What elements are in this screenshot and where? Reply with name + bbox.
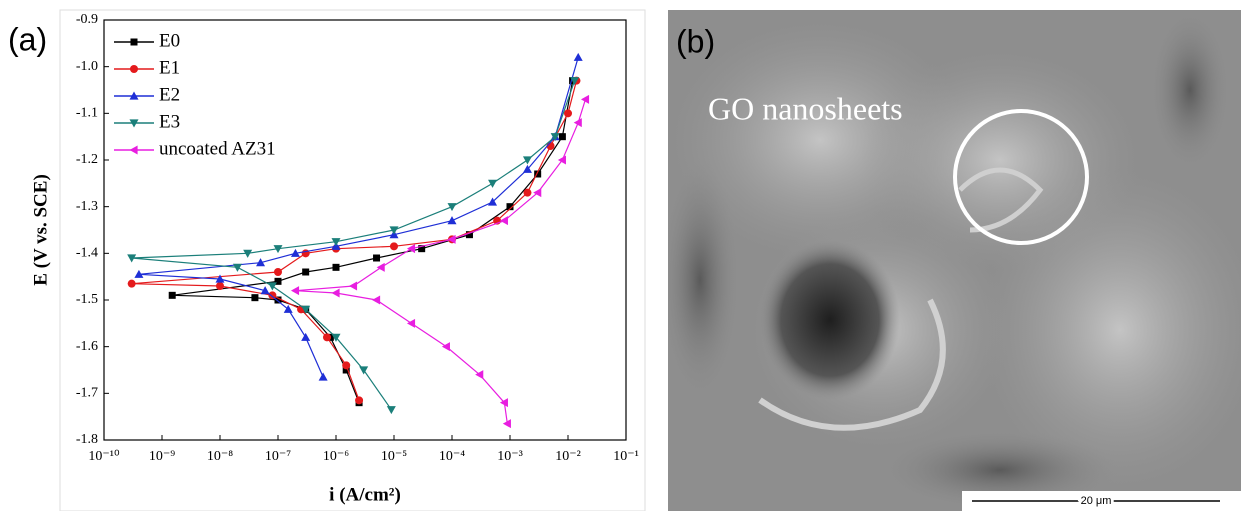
legend-marker (131, 39, 138, 46)
marker (323, 333, 331, 341)
x-tick-label: 10⁻¹⁰ (88, 449, 120, 464)
series-line (172, 81, 572, 403)
marker (442, 342, 450, 351)
marker (268, 282, 277, 290)
marker (390, 242, 398, 250)
marker (488, 180, 497, 188)
marker (302, 269, 309, 276)
y-tick-label: -1.7 (76, 386, 98, 401)
panel-border (60, 10, 645, 511)
y-axis-label: E (V vs. SCE) (30, 174, 51, 286)
series-line (139, 57, 578, 377)
marker (216, 282, 224, 290)
chart: (a) i (A/cm²) E (V vs. SCE) (b) GO nanos… (0, 0, 1241, 511)
legend-label: E2 (159, 84, 180, 105)
series-line (132, 81, 575, 410)
y-tick-label: -1.8 (76, 432, 98, 447)
marker (332, 289, 340, 298)
marker (559, 133, 566, 140)
plot-frame (104, 20, 626, 440)
legend-label: E3 (159, 111, 180, 132)
marker (574, 118, 582, 127)
marker (233, 264, 242, 272)
sem-image (660, 10, 1241, 511)
y-tick-label: -1.3 (76, 199, 98, 214)
y-tick-label: -0.9 (76, 12, 98, 27)
marker (251, 294, 258, 301)
legend-label: uncoated AZ31 (159, 138, 276, 159)
x-tick-label: 10⁻⁸ (207, 449, 233, 464)
legend-marker (130, 146, 138, 155)
x-axis-label: i (A/cm²) (329, 484, 401, 505)
y-tick-label: -1.1 (76, 106, 98, 121)
legend-marker (130, 65, 138, 73)
marker (558, 156, 566, 165)
marker (372, 296, 380, 305)
panel-label: (a) (8, 21, 47, 57)
marker (523, 189, 531, 197)
marker (407, 319, 415, 328)
marker (359, 366, 368, 374)
marker (301, 333, 310, 341)
marker (448, 203, 457, 211)
series-line (132, 81, 577, 401)
marker (355, 396, 363, 404)
marker (319, 373, 328, 381)
annotation: GO nanosheets (708, 90, 903, 126)
marker (574, 53, 583, 61)
marker (387, 406, 396, 414)
scale-bar-label: 20 μm (1081, 495, 1112, 507)
marker (291, 286, 299, 295)
x-tick-label: 10⁻⁶ (323, 449, 349, 464)
marker (448, 216, 457, 224)
x-tick-label: 10⁻¹ (613, 449, 639, 464)
y-tick-label: -1.6 (76, 339, 98, 354)
marker (128, 280, 136, 288)
marker (342, 361, 350, 369)
marker (274, 268, 282, 276)
marker (349, 282, 357, 291)
marker (333, 264, 340, 271)
panel-label: (b) (676, 23, 715, 59)
x-tick-label: 10⁻⁴ (439, 449, 465, 464)
x-tick-label: 10⁻⁷ (265, 449, 291, 464)
figure: (a) i (A/cm²) E (V vs. SCE) (b) GO nanos… (0, 0, 1241, 511)
y-tick-label: -1.0 (76, 59, 98, 74)
x-tick-label: 10⁻² (555, 449, 581, 464)
y-tick-label: -1.5 (76, 292, 98, 307)
marker (169, 292, 176, 299)
marker (377, 263, 385, 272)
legend-label: E0 (159, 30, 180, 51)
y-tick-label: -1.2 (76, 152, 98, 167)
marker (564, 109, 572, 117)
x-tick-label: 10⁻⁵ (381, 449, 407, 464)
legend-label: E1 (159, 57, 180, 78)
marker (373, 255, 380, 262)
marker (523, 156, 532, 164)
x-tick-label: 10⁻³ (497, 449, 523, 464)
y-tick-label: -1.4 (76, 246, 98, 261)
x-tick-label: 10⁻⁹ (149, 449, 175, 464)
